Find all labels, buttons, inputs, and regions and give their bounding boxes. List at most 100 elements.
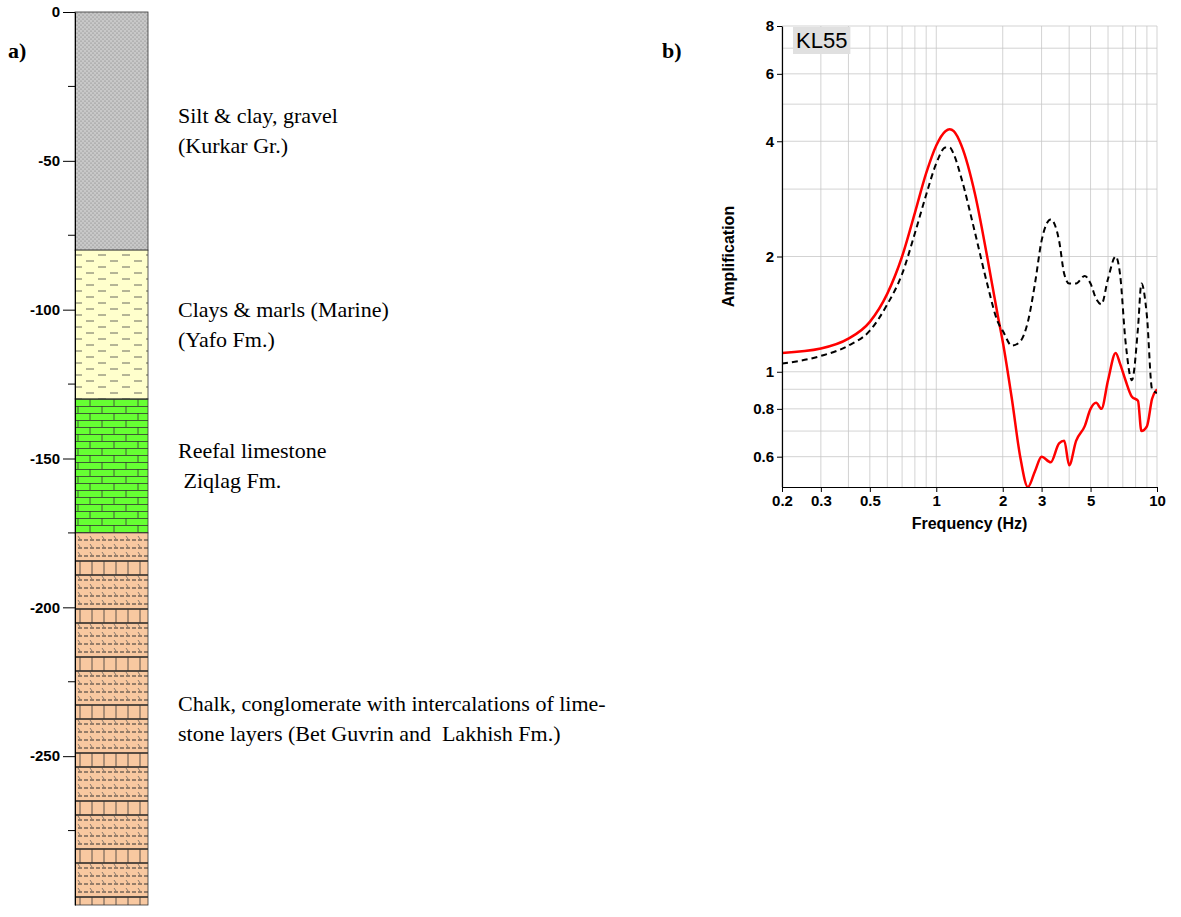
grid-line	[782, 141, 1157, 142]
depth-axis: 0 -50 -100 -150 -200 -250	[30, 3, 76, 905]
tick: 0.5	[860, 487, 881, 509]
tick-mark	[63, 756, 75, 757]
layer-labels: Silt & clay, gravel (Kurkar Gr.) Clays & m…	[178, 103, 606, 746]
grid	[782, 26, 1157, 487]
y-axis-title: Amplification	[720, 206, 737, 307]
tick-mark	[777, 457, 782, 458]
grid-line	[782, 371, 1157, 372]
tick: -250	[30, 747, 75, 764]
minor-tick	[68, 681, 75, 682]
grid-line	[782, 389, 1157, 390]
panel-a: 0 -50 -100 -150 -200 -250 Silt & clay, gravel (…	[30, 3, 606, 905]
tick: 8	[766, 17, 782, 34]
tick-label: 3	[1038, 492, 1046, 509]
tick-label: 0.8	[753, 400, 774, 417]
tick-mark	[777, 26, 782, 27]
tick-mark	[777, 409, 782, 410]
tick: 3	[1038, 487, 1046, 509]
tick: -200	[30, 599, 75, 616]
tick-label: -100	[30, 301, 60, 318]
tick-label: 8	[766, 17, 774, 34]
tick: 0.6	[753, 448, 782, 465]
layer-label: (Yafo Fm.)	[178, 327, 275, 352]
axis-line	[782, 27, 783, 488]
tick-mark	[777, 257, 782, 258]
layer-label: Clays & marls (Marine)	[178, 297, 389, 322]
plot-lines	[782, 129, 1157, 487]
series-line	[782, 148, 1157, 393]
title: KL55	[796, 28, 847, 53]
tick-label: 6	[766, 65, 774, 82]
tick: 10	[1149, 487, 1166, 509]
layer	[75, 399, 148, 533]
grid-line	[782, 104, 1157, 105]
tick: -50	[38, 152, 75, 169]
grid-line	[782, 456, 1157, 457]
layer-label: (Kurkar Gr.)	[178, 133, 288, 158]
tick: 2	[766, 248, 782, 265]
tick-label: 4	[766, 133, 775, 150]
axis-line	[75, 13, 76, 906]
tick-label: 0	[52, 3, 60, 20]
tick-label: 0.2	[772, 492, 793, 509]
tick-label: 0.3	[811, 492, 832, 509]
tick: 0.3	[811, 487, 832, 509]
tick-label: -50	[38, 152, 60, 169]
tick: 0	[52, 3, 75, 20]
tick-label: -250	[30, 747, 60, 764]
title-background	[793, 27, 850, 54]
minor-ticks	[68, 86, 75, 830]
tick-mark	[63, 161, 75, 162]
minor-tick	[68, 830, 75, 831]
tick: -150	[30, 450, 75, 467]
layer-label: Chalk, conglomerate with intercalations …	[178, 691, 606, 716]
minor-tick	[68, 384, 75, 385]
minor-tick	[68, 235, 75, 236]
tick: 2	[999, 487, 1007, 509]
minor-tick	[68, 86, 75, 87]
layer-label: Silt & clay, gravel	[178, 103, 338, 128]
grid-line	[782, 431, 1157, 432]
layer	[75, 12, 148, 250]
figure: 0 -50 -100 -150 -200 -250 Silt & clay, gravel (…	[0, 0, 1181, 917]
tick: 1	[933, 487, 941, 509]
series-line	[782, 129, 1157, 487]
tick-label: 2	[999, 492, 1007, 509]
grid-line	[782, 26, 1157, 27]
title-box: KL55	[793, 27, 850, 54]
x-axis: 0.2 0.3 0.5 1 2 3 5 10	[772, 487, 1166, 509]
axis-line	[783, 487, 1158, 488]
tick-mark	[63, 12, 75, 13]
tick-mark	[63, 607, 75, 608]
tick: 5	[1087, 487, 1095, 509]
tick-mark	[777, 141, 782, 142]
tick-label: 0.5	[860, 492, 881, 509]
tick-mark	[63, 310, 75, 311]
layer	[75, 250, 148, 399]
tick-label: 1	[933, 492, 941, 509]
tick-label: 2	[766, 248, 774, 265]
panel-b: 0.2 0.3 0.5 1 2 3 5 10 0.6 0.8 1 2 4 6 8 Frequency (Hz)…	[720, 17, 1166, 532]
tick-mark	[63, 459, 75, 460]
tick-label: 1	[766, 363, 774, 380]
tick: 1	[766, 363, 782, 380]
tick-label: 5	[1087, 492, 1095, 509]
layer-label: Reefal limestone	[178, 438, 326, 463]
tick-label: 10	[1149, 492, 1166, 509]
grid-line	[782, 256, 1157, 257]
tick: -100	[30, 301, 75, 318]
minor-tick	[68, 532, 75, 533]
grid-line	[782, 189, 1157, 190]
panel-letter: b)	[662, 38, 682, 63]
tick: 6	[766, 65, 782, 82]
tick-label: 0.6	[753, 448, 774, 465]
tick: 0.8	[753, 400, 782, 417]
layer	[75, 533, 148, 905]
layer-label: Ziqlag Fm.	[178, 468, 281, 493]
layers	[75, 12, 148, 905]
y-axis: 0.6 0.8 1 2 4 6 8	[753, 17, 782, 487]
tick-mark	[777, 74, 782, 75]
tick-label: -150	[30, 450, 60, 467]
panel-letter: a)	[8, 38, 26, 63]
x-axis-title: Frequency (Hz)	[912, 515, 1028, 532]
